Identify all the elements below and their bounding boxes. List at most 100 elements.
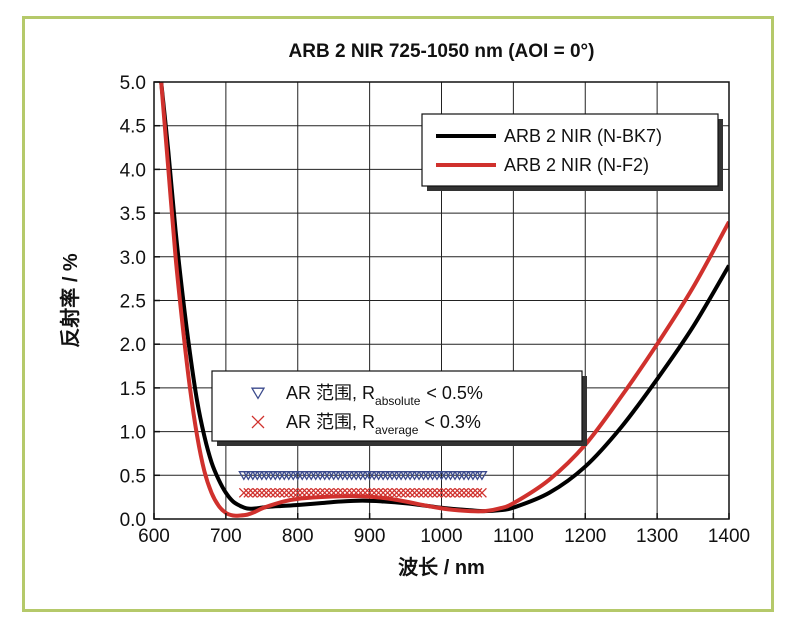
y-axis-ticks: 0.0 0.5 1.0 1.5 2.0 2.5 3.0 3.5 4.0 4.5 5.0: [120, 73, 160, 531]
marker-cross: [279, 487, 290, 498]
marker-cross: [346, 487, 357, 498]
marker-cross: [441, 487, 451, 498]
marker-layer: [238, 471, 488, 498]
y-tick-label: 4.0: [120, 160, 146, 181]
marker-cross: [351, 487, 362, 498]
marker-cross: [373, 487, 384, 498]
marker-cross: [400, 487, 411, 498]
marker-cross: [319, 487, 330, 498]
chart-frame: ARB 2 NIR 725-1050 nm (AOI = 0°) 600 700 8…: [22, 16, 774, 612]
x-tick-label: 1200: [564, 526, 606, 547]
y-tick-label: 2.5: [120, 292, 146, 313]
marker-legend: AR 范围, Rabsolute < 0.5% AR 范围, Raverage < …: [211, 370, 587, 446]
marker-cross: [256, 487, 267, 498]
marker-cross: [432, 487, 442, 498]
series-line-nf2: [159, 82, 729, 518]
x-axis-ticks: 600 700 800 900 1000 1100 1200 1300 1400: [138, 513, 750, 547]
marker-cross: [387, 487, 398, 498]
marker-cross: [396, 487, 407, 498]
x-tick-label: 900: [354, 526, 386, 547]
marker-legend-name-average: AR 范围, R: [286, 412, 375, 432]
x-axis-label: 波长 / nm: [398, 556, 485, 579]
marker-cross: [405, 487, 416, 498]
y-tick-label: 0.0: [120, 510, 146, 531]
marker-cross: [292, 487, 303, 498]
marker-cross: [265, 487, 276, 498]
x-tick-label: 1100: [493, 526, 534, 547]
marker-cross: [342, 487, 353, 498]
marker-cross: [324, 487, 335, 498]
marker-cross: [476, 487, 487, 498]
marker-legend-sub-average: average: [375, 423, 419, 437]
legend-label-nf2: ARB 2 NIR (N-F2): [504, 155, 649, 175]
marker-legend-label-average: AR 范围, Raverage < 0.3%: [286, 412, 481, 437]
chart-title: ARB 2 NIR 725-1050 nm (AOI = 0°): [289, 41, 595, 62]
legend-label-bk7: ARB 2 NIR (N-BK7): [504, 126, 662, 146]
marker-cross: [315, 487, 326, 498]
marker-cross: [238, 487, 249, 498]
marker-cross: [427, 487, 438, 498]
marker-cross: [243, 487, 254, 498]
y-tick-label: 0.5: [120, 466, 146, 487]
marker-cross: [274, 487, 285, 498]
marker-cross: [333, 487, 344, 498]
marker-cross: [337, 487, 348, 498]
marker-cross: [463, 487, 474, 498]
x-tick-label: 600: [138, 526, 170, 547]
x-tick-label: 800: [282, 526, 314, 547]
marker-cross: [467, 487, 478, 498]
marker-cross: [418, 487, 429, 498]
marker-cross: [369, 487, 380, 498]
marker-cross: [288, 487, 299, 498]
x-tick-label: 1300: [636, 526, 678, 547]
marker-triangle-down: [476, 471, 488, 481]
marker-cross: [364, 487, 375, 498]
y-tick-label: 3.5: [120, 204, 146, 225]
series-layer: [159, 82, 729, 518]
y-axis-label: 反射率 / %: [58, 253, 82, 348]
marker-cross: [270, 487, 281, 498]
chart-svg: ARB 2 NIR 725-1050 nm (AOI = 0°) 600 700 8…: [58, 41, 750, 579]
x-tick-label: 1000: [420, 526, 462, 547]
marker-cross: [391, 487, 402, 498]
marker-cross: [436, 487, 447, 498]
triangle-down-icon: [250, 387, 266, 400]
marker-legend-name-absolute: AR 范围, R: [286, 383, 375, 403]
marker-cross: [247, 487, 258, 498]
marker-legend-suffix-average: < 0.3%: [424, 412, 481, 432]
marker-legend-suffix-absolute: < 0.5%: [426, 383, 483, 403]
marker-cross: [283, 487, 294, 498]
marker-cross: [445, 487, 456, 498]
marker-cross: [355, 487, 366, 498]
y-tick-label: 1.0: [120, 423, 146, 444]
marker-cross: [459, 487, 469, 498]
cross-icon: [251, 415, 265, 429]
x-tick-label: 1400: [708, 526, 750, 547]
marker-cross: [423, 487, 433, 498]
marker-cross: [409, 487, 420, 498]
y-tick-label: 2.0: [120, 335, 146, 356]
marker-cross: [310, 487, 321, 498]
marker-legend-sub-absolute: absolute: [375, 394, 421, 408]
marker-cross: [306, 487, 317, 498]
marker-cross: [450, 487, 460, 498]
marker-cross: [252, 487, 263, 498]
marker-cross: [382, 487, 393, 498]
marker-cross: [360, 487, 371, 498]
series-line-bk7: [159, 82, 729, 514]
marker-cross: [301, 487, 312, 498]
y-tick-label: 4.5: [120, 117, 146, 138]
marker-cross: [251, 415, 265, 429]
legend-box: [421, 113, 719, 187]
marker-legend-box: [211, 370, 583, 442]
marker-cross: [297, 487, 308, 498]
marker-cross: [328, 487, 339, 498]
series-legend: ARB 2 NIR (N-BK7) ARB 2 NIR (N-F2): [421, 113, 723, 191]
marker-cross: [261, 487, 272, 498]
marker-cross: [378, 487, 389, 498]
y-tick-label: 5.0: [120, 73, 146, 94]
y-tick-label: 1.5: [120, 379, 146, 400]
marker-triangle-down: [250, 387, 266, 400]
marker-cross: [454, 487, 465, 498]
marker-cross: [472, 487, 483, 498]
